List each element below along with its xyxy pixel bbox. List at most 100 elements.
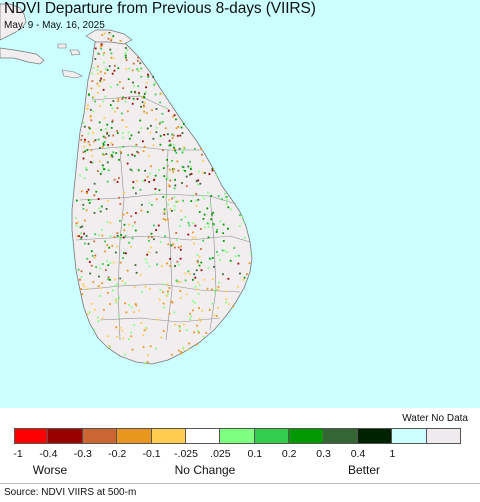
ndvi-pixel (119, 146, 122, 149)
ndvi-pixel (173, 209, 176, 211)
ndvi-pixel (121, 119, 124, 121)
ndvi-pixel (116, 232, 119, 235)
ndvi-pixel (87, 140, 90, 143)
ndvi-pixel (125, 47, 127, 49)
ndvi-pixel (219, 220, 222, 223)
ndvi-pixel (176, 134, 179, 137)
legend-swatch (117, 428, 152, 444)
ndvi-pixel (84, 242, 86, 245)
ndvi-pixel (83, 125, 86, 128)
ndvi-pixel (116, 107, 119, 109)
ndvi-pixel (222, 223, 225, 226)
ndvi-pixel (189, 173, 191, 176)
ndvi-pixel (198, 170, 200, 173)
ndvi-pixel (206, 207, 209, 210)
ndvi-pixel (207, 236, 210, 239)
ndvi-pixel (190, 200, 193, 202)
ndvi-pixel (242, 278, 245, 281)
ndvi-pixel (142, 150, 145, 152)
ndvi-pixel (133, 155, 136, 157)
ndvi-pixel (75, 199, 78, 202)
ndvi-pixel (111, 72, 114, 75)
ndvi-pixel (106, 69, 109, 71)
ndvi-pixel (102, 166, 104, 169)
ndvi-pixel (187, 221, 190, 224)
ndvi-pixel (109, 155, 112, 158)
ndvi-pixel (86, 107, 89, 110)
ndvi-pixel (163, 133, 166, 136)
ndvi-pixel (211, 213, 213, 216)
ndvi-pixel (87, 104, 89, 107)
ndvi-pixel (169, 257, 172, 260)
ndvi-pixel (134, 229, 137, 232)
ndvi-pixel (202, 335, 205, 338)
ndvi-pixel (82, 283, 84, 286)
ndvi-pixel (109, 104, 112, 106)
ndvi-pixel (89, 272, 92, 275)
ndvi-pixel (232, 305, 234, 308)
ndvi-pixel (133, 311, 135, 314)
legend-swatch (82, 428, 118, 444)
ndvi-pixel (122, 87, 125, 90)
ndvi-pixel (177, 349, 180, 352)
ndvi-pixel (180, 209, 182, 212)
ndvi-pixel (162, 196, 165, 198)
ndvi-pixel (194, 276, 197, 279)
ndvi-pixel (120, 112, 123, 115)
ndvi-pixel (162, 291, 164, 294)
ndvi-pixel (158, 189, 161, 192)
ndvi-pixel (189, 160, 191, 163)
ndvi-pixel (92, 110, 95, 113)
ndvi-pixel (196, 254, 199, 256)
ndvi-pixel (246, 273, 248, 275)
ndvi-pixel (95, 266, 97, 268)
ndvi-pixel (109, 346, 111, 349)
legend-tick-label: .025 (210, 448, 231, 460)
ndvi-pixel (92, 132, 94, 134)
ndvi-pixel (144, 362, 147, 364)
ndvi-pixel (159, 135, 162, 137)
ndvi-pixel (125, 56, 127, 59)
ndvi-pixel (172, 243, 174, 246)
legend-swatch (185, 428, 221, 444)
ndvi-pixel (102, 144, 105, 146)
ndvi-pixel (194, 236, 197, 239)
ndvi-pixel (139, 188, 142, 191)
ndvi-pixel (173, 148, 176, 150)
ndvi-pixel (131, 224, 134, 227)
ndvi-pixel (153, 83, 156, 86)
ndvi-pixel (217, 286, 220, 288)
ndvi-pixel (197, 183, 200, 186)
ndvi-pixel (135, 212, 137, 214)
ndvi-pixel (96, 69, 99, 72)
ndvi-pixel (182, 169, 185, 171)
ndvi-pixel (172, 171, 175, 173)
ndvi-pixel (140, 67, 143, 70)
ndvi-pixel (129, 168, 132, 171)
ndvi-pixel (106, 221, 109, 224)
ndvi-pixel (88, 126, 90, 129)
ndvi-pixel (123, 229, 126, 232)
ndvi-pixel (170, 353, 173, 356)
legend-tick-label: 0.4 (350, 448, 366, 460)
ndvi-pixel (146, 261, 148, 264)
ndvi-pixel (226, 198, 229, 201)
ndvi-pixel (133, 324, 136, 326)
ndvi-pixel (100, 205, 103, 208)
ndvi-pixel (163, 175, 166, 177)
ndvi-pixel (169, 208, 172, 210)
water-no-data-label: Water No Data (402, 413, 468, 424)
ndvi-pixel (93, 194, 96, 197)
ndvi-pixel (122, 337, 125, 340)
ndvi-pixel (104, 95, 107, 98)
ndvi-pixel (201, 309, 204, 312)
ndvi-pixel (90, 149, 93, 152)
ndvi-pixel (168, 144, 171, 147)
ndvi-pixel (100, 171, 103, 174)
ndvi-pixel (121, 131, 124, 134)
ndvi-pixel (87, 242, 90, 245)
ndvi-pixel (75, 225, 78, 227)
ndvi-pixel (86, 257, 89, 260)
ndvi-pixel (101, 317, 104, 319)
ndvi-pixel (122, 145, 125, 148)
